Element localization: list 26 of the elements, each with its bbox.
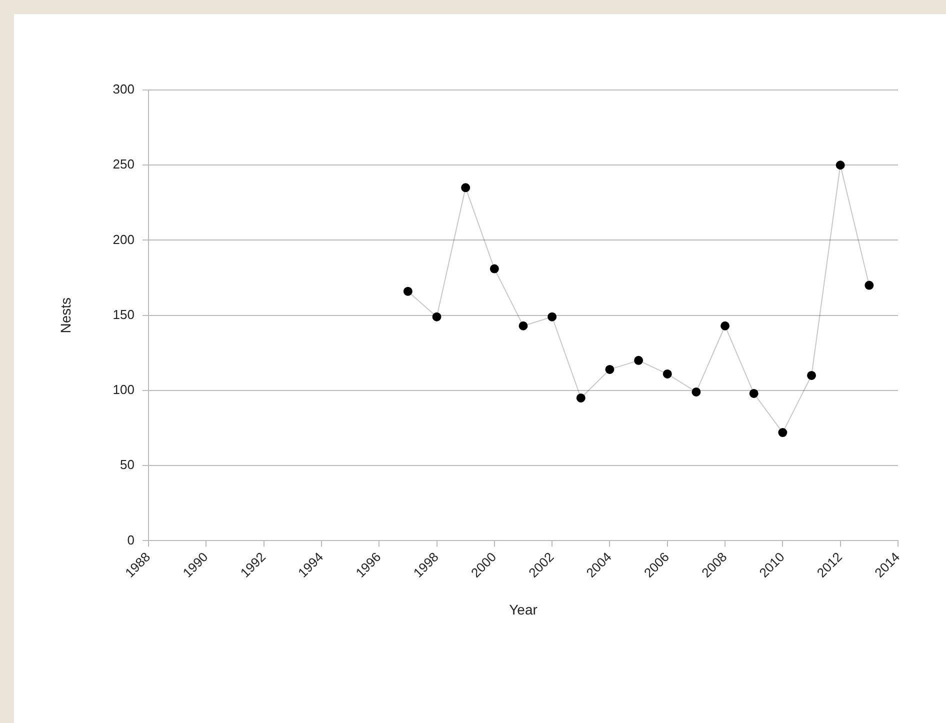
point	[692, 387, 701, 396]
y-tick-label: 0	[127, 532, 134, 548]
x-axis-title: Year	[509, 601, 538, 618]
point	[576, 393, 586, 402]
y-tick-label: 200	[112, 232, 134, 247]
point	[518, 321, 528, 330]
point	[403, 286, 412, 296]
point	[864, 280, 874, 290]
y-tick-label: 250	[112, 156, 134, 172]
y-tick-label: 300	[112, 82, 134, 97]
point	[807, 370, 816, 380]
point	[634, 356, 644, 365]
y-axis-title: Nests	[57, 297, 74, 334]
point	[432, 312, 442, 322]
point	[749, 388, 758, 398]
point	[461, 183, 470, 192]
point	[662, 369, 672, 378]
point	[490, 264, 499, 274]
point	[720, 321, 730, 330]
point	[778, 428, 788, 438]
y-tick-label: 150	[112, 306, 134, 322]
y-tick-label: 100	[112, 382, 134, 398]
point	[605, 364, 614, 374]
point	[548, 312, 557, 322]
point	[836, 160, 845, 170]
y-tick-label: 50	[120, 457, 134, 472]
